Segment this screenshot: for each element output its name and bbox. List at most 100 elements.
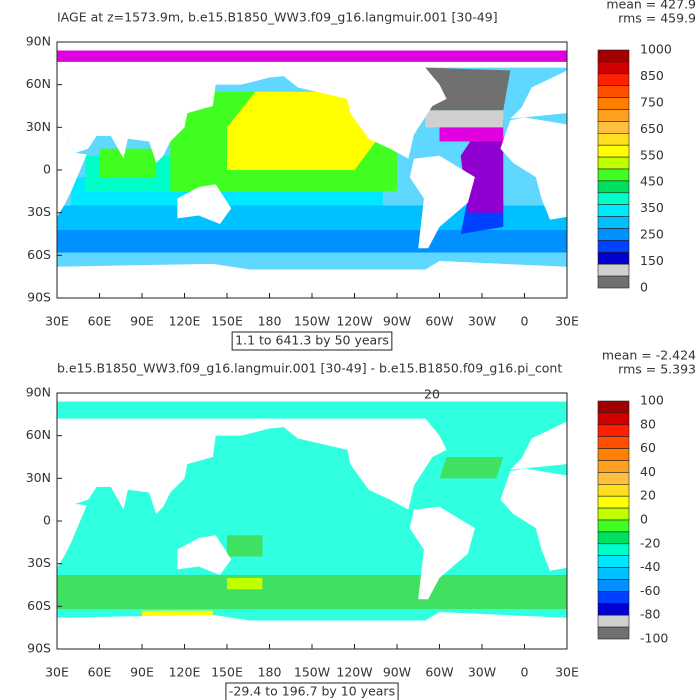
colorbar-box (597, 626, 630, 640)
colorbar-box (597, 204, 630, 217)
x-tick-label: 30W (468, 665, 496, 680)
ocean-fill (57, 575, 567, 610)
land (177, 184, 232, 225)
colorbar-box (597, 275, 630, 289)
colorbar-label: 60 (640, 440, 656, 455)
colorbar-label: 1000 (640, 42, 672, 57)
x-tick-label: 30E (555, 665, 579, 680)
x-tick-label: 30E (45, 314, 69, 329)
x-tick-label: 150E (211, 665, 243, 680)
range-box (225, 682, 399, 700)
y-tick-label: 0 (43, 162, 51, 177)
colorbar-box (597, 216, 630, 229)
colorbar-box (597, 263, 630, 277)
colorbar-box (597, 412, 630, 426)
land (57, 42, 567, 51)
colorbar-box (597, 49, 630, 63)
colorbar-box (597, 448, 630, 461)
y-tick-label: 60S (27, 247, 51, 262)
colorbar-label: 450 (640, 174, 664, 189)
colorbar-label: 750 (640, 94, 664, 109)
colorbar-box (597, 240, 630, 253)
range-box (231, 331, 393, 351)
y-tick-label: 90S (27, 290, 51, 305)
colorbar-label: 20 (640, 488, 656, 503)
land (283, 67, 447, 159)
y-tick-label: 60N (26, 427, 51, 442)
colorbar-label: 100 (640, 393, 664, 408)
colorbar-label: 80 (640, 416, 656, 431)
colorbar-box (597, 495, 630, 509)
land (510, 70, 567, 119)
y-tick-label: 90N (26, 385, 51, 400)
colorbar-label: 0 (640, 512, 648, 527)
panel-title: b.e15.B1850_WW3.f09_g16.langmuir.001 [30… (57, 361, 562, 376)
land (57, 418, 284, 514)
x-tick-label: 120E (169, 665, 201, 680)
land (500, 468, 567, 571)
land (57, 471, 87, 568)
panel-stat: rms = 5.393 (618, 362, 696, 377)
colorbar-box (597, 168, 630, 182)
range-label: -29.4 to 196.7 by 10 years (229, 684, 395, 699)
colorbar-box (597, 579, 630, 592)
y-tick-label: 30N (26, 470, 51, 485)
x-tick-label: 150E (211, 314, 243, 329)
panel-title: IAGE at z=1573.9m, b.e15.B1850_WW3.f09_g… (57, 10, 498, 25)
ocean-fill (460, 134, 504, 213)
y-tick-label: 90S (27, 641, 51, 656)
colorbar-box (597, 97, 630, 110)
ocean-fill (227, 577, 263, 590)
land (500, 117, 567, 220)
land (510, 421, 567, 470)
colorbar-label: 850 (640, 68, 664, 83)
y-tick-label: 60N (26, 76, 51, 91)
colorbar-box (597, 472, 630, 485)
colorbar-box (597, 460, 630, 473)
land (57, 393, 567, 402)
y-tick-label: 30S (27, 204, 51, 219)
colorbar-label: 0 (640, 280, 648, 295)
colorbar-box (597, 133, 630, 146)
map (57, 42, 567, 298)
ocean-fill (142, 610, 213, 617)
colorbar-box (597, 567, 630, 580)
x-tick-label: 0 (521, 665, 529, 680)
panel-stat: rms = 459.9 (618, 11, 696, 26)
land (57, 612, 567, 649)
colorbar-box (597, 483, 630, 497)
x-tick-label: 90E (130, 665, 154, 680)
land (57, 67, 284, 163)
colorbar-label: -20 (640, 535, 660, 550)
ocean-fill (57, 50, 567, 62)
colorbar-box (597, 192, 630, 206)
x-tick-label: 120W (336, 665, 372, 680)
colorbar-label: 650 (640, 121, 664, 136)
x-tick-label: 60E (88, 665, 112, 680)
ocean-fill (425, 110, 504, 128)
colorbar-box (597, 543, 630, 556)
colorbar-box (597, 400, 630, 414)
colorbar-box (597, 156, 630, 170)
land (177, 535, 232, 576)
land (57, 120, 87, 217)
colorbar-label: 350 (640, 200, 664, 215)
colorbar-box (597, 614, 630, 628)
x-tick-label: 30W (468, 314, 496, 329)
ocean-fill (57, 229, 567, 253)
x-tick-label: 90E (130, 314, 154, 329)
x-tick-label: 180 (258, 665, 282, 680)
y-tick-label: 0 (43, 513, 51, 528)
colorbar-box (597, 591, 630, 604)
colorbar-label: -40 (640, 559, 660, 574)
map (57, 393, 567, 649)
x-tick-label: 60W (425, 665, 453, 680)
colorbar-box (597, 144, 630, 158)
contour-label: 20 (424, 387, 440, 402)
colorbar-label: -80 (640, 607, 660, 622)
colorbar-box (597, 228, 630, 241)
x-tick-label: 0 (521, 314, 529, 329)
y-tick-label: 90N (26, 34, 51, 49)
x-tick-label: 120E (169, 314, 201, 329)
